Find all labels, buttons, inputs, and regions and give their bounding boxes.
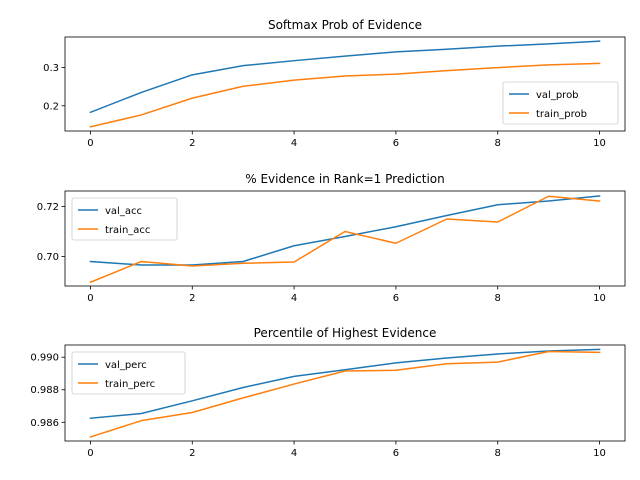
legend-label-val_perc: val_perc (105, 360, 147, 371)
x-tick-label: 6 (393, 138, 399, 149)
y-tick-label: 0.2 (43, 101, 59, 112)
chart-panel-1: Softmax Prob of Evidence 0 2 4 6 8 10 0.2 0.3 val… (43, 18, 626, 149)
x-tick-label: 2 (189, 293, 195, 304)
series-line-val_prob (89, 40, 601, 114)
axes-frame (64, 190, 626, 287)
x-tick-label: 10 (593, 448, 606, 459)
legend-label-train_perc: train_perc (105, 379, 155, 390)
legend: val_acc train_acc (71, 197, 178, 241)
x-tick-label: 8 (495, 138, 501, 149)
chart-panel-2: % Evidence in Rank=1 Prediction 0 2 4 6 8 10 0.… (37, 172, 626, 304)
legend-box (502, 81, 619, 125)
legend-label-val_prob: val_prob (536, 90, 579, 101)
x-tick-label: 2 (189, 138, 195, 149)
x-tick-label: 0 (87, 448, 93, 459)
y-tick-label: 0.3 (43, 63, 59, 74)
legend-label-train_prob: train_prob (536, 109, 587, 120)
legend-box (71, 351, 186, 395)
x-tick-label: 8 (495, 448, 501, 459)
legend-box (71, 197, 178, 241)
legend: val_perc train_perc (71, 351, 186, 395)
x-tick-label: 6 (393, 293, 399, 304)
series-line-train_perc (89, 350, 601, 438)
x-tick-label: 8 (495, 293, 501, 304)
chart-title: % Evidence in Rank=1 Prediction (245, 172, 445, 186)
legend-label-val_acc: val_acc (105, 206, 142, 217)
y-tick-label: 0.70 (37, 252, 59, 263)
x-tick-label: 4 (291, 138, 297, 149)
x-tick-label: 2 (189, 448, 195, 459)
series-line-train_acc (89, 195, 601, 284)
y-tick-label: 0.986 (30, 418, 59, 429)
x-tick-label: 0 (87, 138, 93, 149)
y-tick-label: 0.990 (30, 353, 59, 364)
axes-frame (64, 344, 626, 442)
chart-title: Softmax Prob of Evidence (268, 18, 422, 32)
x-tick-label: 10 (593, 138, 606, 149)
chart-title: Percentile of Highest Evidence (254, 326, 437, 340)
x-tick-label: 6 (393, 448, 399, 459)
x-tick-label: 10 (593, 293, 606, 304)
y-tick-label: 0.988 (30, 385, 59, 396)
x-tick-label: 0 (87, 293, 93, 304)
y-tick-label: 0.72 (37, 202, 59, 213)
series-line-train_prob (89, 62, 601, 128)
series-line-val_perc (89, 348, 601, 420)
legend: val_prob train_prob (502, 81, 619, 125)
chart-panel-3: Percentile of Highest Evidence 0 2 4 6 8 10 0.9… (30, 326, 626, 459)
legend-label-train_acc: train_acc (105, 225, 150, 236)
x-tick-label: 4 (291, 293, 297, 304)
x-tick-label: 4 (291, 448, 297, 459)
axes-frame (64, 36, 626, 132)
